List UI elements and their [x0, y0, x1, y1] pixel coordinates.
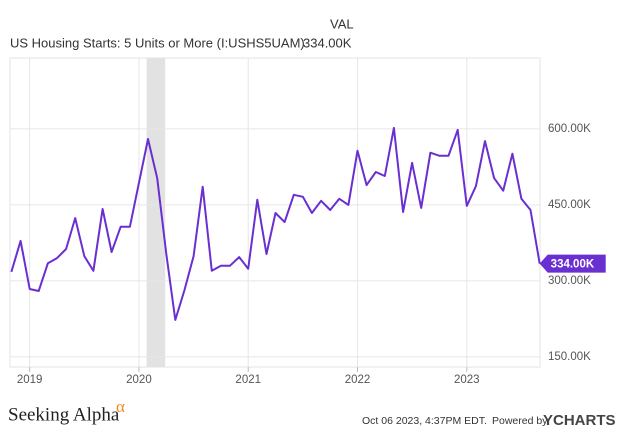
- column-header: VAL: [330, 16, 354, 31]
- last-value-label: 334.00K: [551, 259, 595, 271]
- x-tick-label: 2020: [126, 374, 152, 386]
- timestamp: Oct 06 2023, 4:37PM EDT.: [362, 415, 487, 427]
- y-tick-label: 450.00K: [548, 199, 591, 211]
- series-name: US Housing Starts: 5 Units or More (I:US…: [10, 35, 305, 50]
- current-value: 334.00K: [303, 35, 352, 50]
- x-tick-label: 2022: [345, 374, 371, 386]
- shaded-region: [146, 58, 166, 367]
- series-line: [10, 126, 541, 321]
- y-tick-label: 150.00K: [548, 351, 591, 363]
- y-tick-label: 600.00K: [548, 123, 591, 135]
- x-tick-label: 2019: [17, 374, 43, 386]
- last-value-flag: [539, 254, 606, 273]
- x-tick-label: 2023: [454, 374, 480, 386]
- provider: YCHARTS: [543, 412, 616, 429]
- brand-mark: α: [116, 397, 125, 416]
- brand: Seeking Alpha: [8, 404, 120, 425]
- powered-by: Powered by: [492, 415, 548, 427]
- x-tick-label: 2021: [235, 374, 261, 386]
- plot-border: [9, 57, 541, 368]
- y-tick-label: 300.00K: [548, 275, 591, 287]
